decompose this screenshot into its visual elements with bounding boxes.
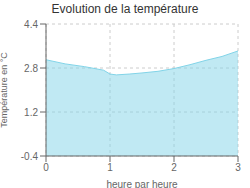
svg-text:2.8: 2.8 [24,63,38,74]
svg-text:0: 0 [43,162,49,173]
svg-text:-0.4: -0.4 [21,151,39,162]
svg-text:1.2: 1.2 [24,107,38,118]
svg-text:3: 3 [235,162,241,173]
html-text:Evolution de la température: Evolution de la température [51,2,199,16]
svg-text:2: 2 [171,162,177,173]
svg-text:1: 1 [107,162,113,173]
svg-text:4.4: 4.4 [24,19,38,30]
svg-text:heure par heure: heure par heure [106,179,178,188]
svg-text:Température en °C: Température en °C [8,52,9,128]
